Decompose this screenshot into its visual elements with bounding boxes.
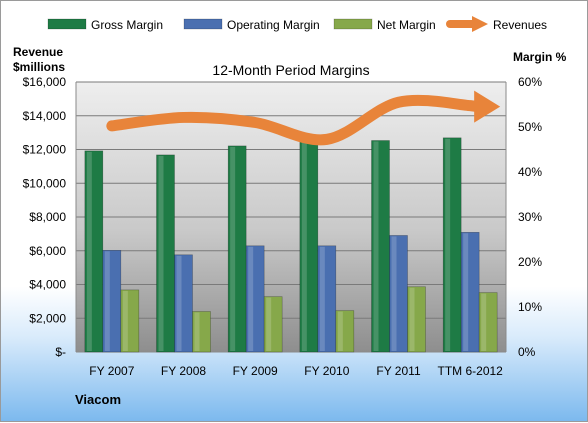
- left-tick-label: $16,000: [23, 75, 67, 89]
- left-tick-label: $12,000: [23, 143, 67, 157]
- right-axis-title: Margin %: [513, 50, 567, 64]
- bar: [192, 311, 211, 353]
- left-tick-label: $6,000: [29, 244, 66, 258]
- right-tick-label: 10%: [518, 300, 542, 314]
- right-tick-label: 0%: [518, 345, 536, 359]
- bar-highlight: [337, 311, 343, 351]
- left-tick-label: $4,000: [29, 278, 66, 292]
- left-tick-label: $2,000: [29, 311, 66, 325]
- revenues-arrowhead: [474, 90, 501, 123]
- bar: [335, 310, 355, 353]
- bar: [317, 245, 337, 353]
- bar: [156, 154, 175, 353]
- x-tick-label: FY 2007: [89, 364, 134, 378]
- right-tick-label: 60%: [518, 75, 542, 89]
- bar-highlight: [104, 251, 110, 351]
- legend-label: Revenues: [493, 18, 547, 32]
- right-tick-label: 40%: [518, 165, 542, 179]
- bar-highlight: [445, 138, 451, 351]
- legend-swatch: [183, 18, 223, 30]
- left-tick-label: $14,000: [23, 109, 67, 123]
- right-tick-label: 20%: [518, 255, 542, 269]
- bar-highlight: [409, 287, 415, 351]
- bar: [263, 296, 283, 353]
- company-label: Viacom: [75, 392, 121, 407]
- x-tick-label: FY 2008: [161, 364, 206, 378]
- bar-highlight: [230, 146, 236, 351]
- left-axis-title-line1: Revenue: [13, 45, 63, 59]
- legend-label: Gross Margin: [91, 18, 163, 32]
- bar: [478, 292, 498, 353]
- bar-highlight: [194, 312, 200, 351]
- bar-highlight: [248, 246, 254, 351]
- left-tick-label: $-: [55, 345, 66, 359]
- bar-highlight: [301, 137, 307, 351]
- bar: [460, 232, 480, 353]
- legend-label: Operating Margin: [227, 18, 320, 32]
- legend-swatch: [47, 18, 87, 30]
- left-axis-title-line2: $millions: [13, 60, 65, 74]
- legend-label: Net Margin: [377, 18, 436, 32]
- bar-highlight: [463, 233, 469, 351]
- right-tick-label: 30%: [518, 210, 542, 224]
- legend-swatch: [333, 18, 373, 30]
- bar-highlight: [319, 246, 325, 351]
- bar-highlight: [391, 236, 397, 351]
- bar: [407, 286, 426, 353]
- bar: [174, 254, 193, 353]
- x-tick-label: FY 2010: [304, 364, 349, 378]
- left-tick-label: $10,000: [23, 176, 67, 190]
- right-tick-label: 50%: [518, 120, 542, 134]
- bar-highlight: [176, 255, 182, 351]
- bar: [120, 289, 140, 353]
- x-tick-label: FY 2009: [233, 364, 278, 378]
- bar-highlight: [122, 290, 128, 351]
- bar-highlight: [266, 297, 272, 351]
- bar-highlight: [86, 151, 92, 351]
- legend-swatch-arrow: [472, 16, 488, 32]
- chart-title: 12-Month Period Margins: [212, 62, 369, 78]
- bar-highlight: [481, 293, 487, 351]
- x-tick-label: TTM 6-2012: [437, 364, 503, 378]
- bar-highlight: [158, 155, 164, 351]
- x-tick-label: FY 2011: [376, 364, 421, 378]
- left-tick-label: $8,000: [29, 210, 66, 224]
- revenues-line: [106, 94, 484, 146]
- bar-highlight: [373, 141, 379, 351]
